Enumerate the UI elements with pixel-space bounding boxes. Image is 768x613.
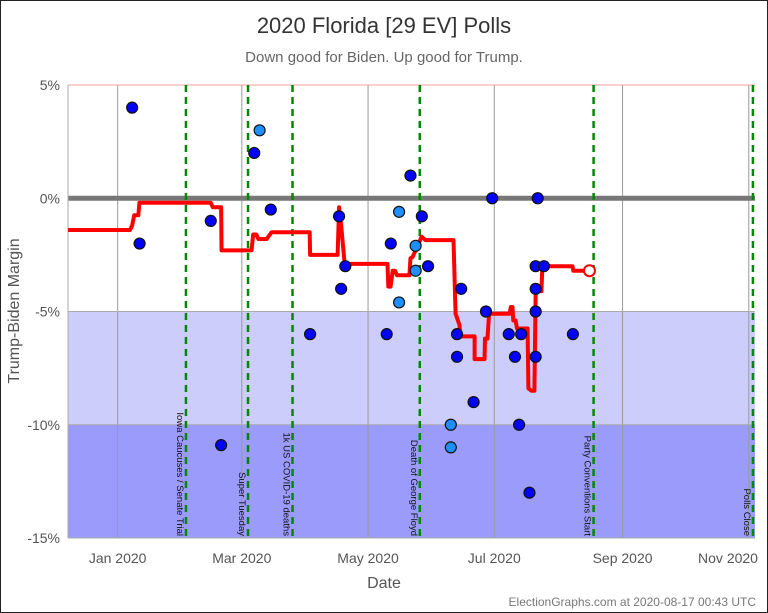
poll-point [529,305,542,318]
x-axis-label: Date [367,575,401,592]
poll-point [515,328,528,341]
poll-point [384,237,397,250]
poll-point [531,192,544,205]
poll-point [566,328,580,341]
poll-point [444,418,457,431]
poll-point [126,101,139,114]
footer-credit: ElectionGraphs.com at 2020-08-17 00:43 U… [509,595,757,609]
x-tick-label: Jul 2020 [468,550,521,566]
event-label: Party Conventions Start [582,436,593,537]
poll-point [204,214,217,227]
x-tick-label: Nov 2020 [698,550,758,566]
poll-point [392,296,406,309]
event-label: Super Tuesday [236,472,247,536]
poll-point [215,439,228,452]
poll-point [529,350,542,363]
poll-point [339,260,352,273]
y-tick-label: -15% [27,530,60,546]
poll-point [486,192,499,205]
poll-point [335,282,348,295]
event-label: Polls Close [741,488,752,536]
poll-point [508,350,522,363]
poll-point [332,210,346,223]
x-tick-label: Sep 2020 [593,550,653,566]
poll-point [450,350,464,363]
poll-point [409,239,422,252]
poll-point [248,146,261,160]
poll-point [467,396,480,409]
average-endpoint [582,264,596,278]
band-0 [68,311,755,425]
poll-point [253,124,266,137]
average-line [68,200,590,393]
poll-point [502,328,515,341]
event-label: Death of George Floyd [408,440,419,536]
poll-point [529,282,542,295]
event-label: Iowa Caucuses / Senate Trial [174,412,185,536]
chart-title: 2020 Florida [29 EV] Polls [257,13,511,38]
poll-point [421,260,435,273]
poll-point [415,210,428,223]
poll-point [537,260,551,273]
band-1 [68,424,755,538]
poll-point [392,205,406,218]
event-label: 1k US COVID-19 deaths [281,433,292,537]
poll-point [523,486,536,499]
y-axis-label: Trump-Biden Margin [6,238,23,383]
poll-point [513,418,526,431]
x-tick-label: May 2020 [337,550,399,566]
y-tick-label: 0% [40,190,60,206]
poll-point [133,237,146,250]
poll-point [479,305,493,318]
x-tick-label: Mar 2020 [212,550,271,566]
poll-point [455,282,468,295]
poll-point [264,203,277,216]
poll-point [450,328,464,341]
poll-point [444,441,457,454]
poll-point [380,328,393,341]
poll-point [304,328,317,341]
y-tick-label: -5% [35,304,60,320]
poll-point [404,169,417,182]
y-tick-label: 5% [40,77,60,93]
y-tick-label: -10% [27,417,60,433]
poll-point [409,264,422,277]
x-tick-label: Jan 2020 [89,550,147,566]
chart-subtitle: Down good for Biden. Up good for Trump. [245,49,523,66]
